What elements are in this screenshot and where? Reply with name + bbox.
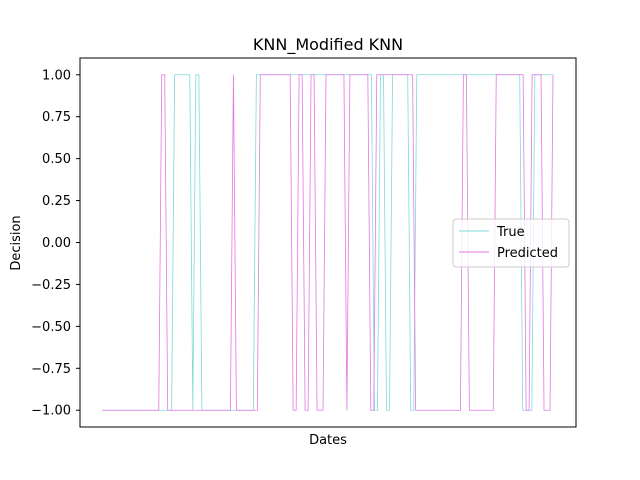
y-tick-label: 0.25 [42,194,71,209]
y-tick-label: −0.50 [31,320,71,335]
series-line-predicted [102,74,554,411]
y-tick-label: 0.00 [42,236,71,251]
legend-label-predicted: Predicted [497,246,558,261]
legend: True Predicted [452,218,570,268]
y-tick-label: −1.00 [31,404,71,419]
y-tick-label: 0.75 [42,110,71,125]
y-tick-label: −0.75 [31,362,71,377]
x-axis-label: Dates [309,433,347,448]
legend-label-true: True [496,225,525,240]
y-axis: −1.00 −0.75 −0.50 −0.25 0.00 0.25 0.50 0.75 1.00 [31,68,80,419]
series-group [102,74,554,411]
y-tick-label: −0.25 [31,278,71,293]
y-axis-label: Decision [9,215,24,270]
y-tick-label: 0.50 [42,152,71,167]
chart-title: KNN_Modified KNN [253,35,403,55]
y-tick-label: 1.00 [42,68,71,83]
